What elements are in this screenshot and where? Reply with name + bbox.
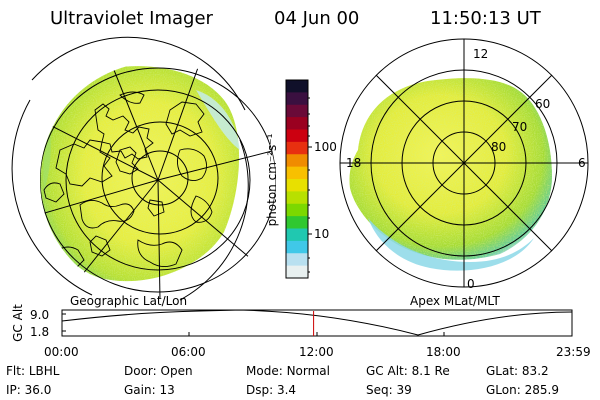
colorbar-label-10: 10 — [314, 227, 330, 241]
colorbar-band — [286, 191, 308, 205]
timeline-xtick-1800: 18:00 — [426, 345, 461, 359]
colorbar-band — [286, 80, 308, 93]
timeline-xtick-0600: 06:00 — [171, 345, 206, 359]
info-gain: Gain: 13 — [124, 383, 175, 397]
info-mode: Mode: Normal — [246, 364, 330, 378]
colorbar-band — [286, 265, 308, 279]
mlt-label-0: 0 — [467, 277, 475, 291]
mlt-meridians — [340, 39, 588, 287]
timeline-xtick-1200: 12:00 — [299, 345, 334, 359]
timeline-frame — [61, 309, 573, 337]
colorbar-band — [286, 129, 308, 143]
info-dsp: Dsp: 3.4 — [246, 383, 297, 397]
mlat-label-80: 80 — [491, 140, 507, 154]
info-glon: GLon: 285.9 — [486, 383, 559, 397]
timeline-ytick-top: 9.0 — [30, 308, 50, 322]
timeline-xtick-0000: 00:00 — [44, 345, 79, 359]
mlat-label-70: 70 — [512, 120, 528, 134]
observation-date: 04 Jun 00 — [274, 8, 360, 29]
timeline-ytick-bottom: 1.8 — [30, 325, 50, 339]
colorbar-band — [286, 154, 308, 168]
mlt-label-12: 12 — [473, 47, 489, 61]
colorbar-minor-ticks — [308, 97, 310, 273]
limb-arc-right — [179, 139, 249, 301]
geographic-caption: Geographic Lat/Lon — [70, 294, 188, 308]
aurora-image-geographic — [40, 66, 240, 282]
magnetic-caption: Apex MLat/MLT — [410, 294, 500, 308]
info-ip: IP: 36.0 — [6, 383, 52, 397]
mlat-label-60: 60 — [535, 97, 551, 111]
aurora-image-magnetic — [349, 78, 552, 271]
mlt-label-18: 18 — [346, 156, 362, 170]
colorbar-band — [286, 117, 308, 131]
colorbar-label-100: 100 — [314, 140, 337, 154]
mlt-label-6: 6 — [578, 156, 586, 170]
info-seq: Seq: 39 — [366, 383, 412, 397]
colorbar-band — [286, 92, 308, 106]
colorbar-band — [286, 253, 308, 267]
limb-arc-top — [31, 36, 246, 111]
colorbar-unit-label: photon cm⁻²s⁻¹ — [265, 133, 279, 227]
colorbar-band — [286, 141, 308, 155]
colorbar-band — [286, 228, 308, 242]
timeline-panel — [61, 309, 573, 337]
info-door: Door: Open — [124, 364, 193, 378]
colorbar — [285, 79, 312, 279]
colorbar-band — [286, 179, 308, 192]
info-gc-alt: GC Alt: 8.1 Re — [366, 364, 450, 378]
colorbar-band — [286, 104, 308, 118]
instrument-title: Ultraviolet Imager — [50, 8, 213, 29]
timeline-ticks — [61, 313, 573, 336]
limb-arc-left — [11, 99, 93, 296]
latitude-circles — [40, 67, 276, 293]
info-filter: Flt: LBHL — [6, 364, 60, 378]
colorbar-band — [286, 203, 308, 217]
observation-time: 11:50:13 UT — [430, 8, 541, 29]
colorbar-band — [286, 216, 308, 230]
colorbar-band — [286, 240, 308, 254]
magnetic-polar-map — [339, 38, 589, 288]
colorbar-band — [286, 166, 308, 180]
timeline-xtick-2359: 23:59 — [556, 345, 591, 359]
geographic-map — [11, 36, 276, 301]
info-glat: GLat: 83.2 — [486, 364, 549, 378]
gc-altitude-curve — [61, 309, 573, 336]
timeline-ylabel: GC Alt — [11, 304, 25, 342]
